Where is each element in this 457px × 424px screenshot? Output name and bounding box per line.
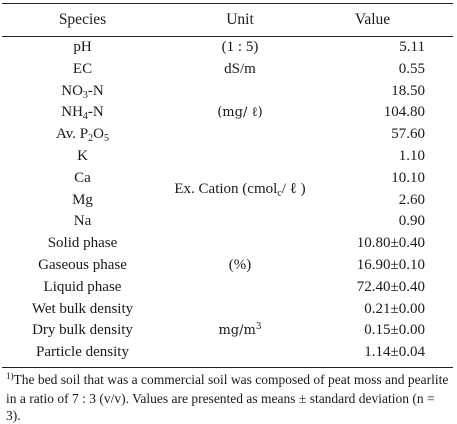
header-species: Species [58, 11, 107, 28]
table-footnote: 1)The bed soil that was a commercial soi… [6, 371, 451, 424]
table-row: K 1.10 [0, 146, 457, 168]
species-subscript: 4 [82, 111, 88, 123]
table-bottom-rule [2, 367, 453, 368]
value-cell: 0.15±0.00 [364, 322, 425, 339]
species-cell: Gaseous phase [38, 257, 127, 273]
table-row: pH (1 : 5) 5.11 [0, 37, 457, 59]
species-cell: Av. P2O5 [0, 124, 165, 146]
value-cell: 10.80±0.40 [356, 235, 425, 252]
value-cell: 18.50 [391, 82, 425, 99]
value-cell: 1.14±0.04 [364, 344, 425, 361]
footnote-marker: 1) [6, 371, 14, 381]
value-cell: 0.90 [398, 213, 425, 230]
value-cell: 1.10 [398, 148, 425, 164]
value-cell: 10.10 [391, 169, 425, 186]
unit-text: Ex. Cation (cmol [174, 180, 278, 197]
header-unit: Unit [226, 11, 254, 28]
table-row: Wet bulk density 0.21±0.00 [0, 299, 457, 321]
species-text: -N [87, 104, 104, 121]
table-header-row: Species Unit Value [0, 7, 457, 33]
footnote-text: The bed soil that was a commercial soil … [6, 372, 449, 423]
species-text: -N [87, 82, 104, 99]
unit-superscript: 3 [255, 322, 262, 333]
unit-nitrogen-group: (mg/ ℓ) [217, 105, 263, 121]
species-subscript: 5 [103, 133, 109, 145]
unit-text: / ℓ ) [281, 180, 306, 197]
table-header-rule [2, 36, 453, 37]
species-cell: Mg [72, 191, 93, 208]
species-cell: NH4-N [0, 102, 165, 124]
unit-subscript: c [277, 187, 282, 199]
species-cell: Na [73, 213, 92, 230]
species-cell: Solid phase [47, 235, 118, 252]
value-cell: 104.80 [383, 104, 425, 121]
unit-density-group: mg/m3 [150, 320, 330, 342]
table-row: Liquid phase 72.40±0.40 [0, 277, 457, 299]
species-cell: Ca [74, 169, 91, 186]
species-text: NH [61, 104, 83, 121]
species-cell: EC [72, 60, 93, 77]
value-cell: 72.40±0.40 [356, 278, 425, 295]
table-row: Solid phase 10.80±0.40 [0, 233, 457, 255]
species-text: NO [61, 82, 83, 99]
unit-cell: dS/m [224, 60, 256, 77]
value-cell: 0.55 [398, 60, 425, 77]
header-value: Value [354, 11, 391, 28]
value-cell: 5.11 [399, 39, 425, 55]
species-text: O [93, 126, 104, 143]
species-cell: Wet bulk density [31, 300, 134, 317]
value-cell: 16.90±0.10 [356, 257, 425, 273]
value-cell: 57.60 [391, 126, 425, 143]
species-cell: NO3-N [0, 81, 165, 103]
species-cell: K [77, 148, 88, 164]
table-row: EC dS/m 0.55 [0, 59, 457, 81]
table-row: Particle density 1.14±0.04 [0, 342, 457, 364]
table-row: Mg 2.60 [0, 190, 457, 212]
table-row: Gaseous phase 16.90±0.10 [0, 255, 457, 277]
value-cell: 2.60 [398, 191, 425, 208]
species-cell: Dry bulk density [32, 322, 133, 339]
species-cell: Particle density [36, 344, 129, 361]
unit-cell: (1 : 5) [221, 39, 259, 55]
table-row: NO3-N 18.50 [0, 81, 457, 103]
value-cell: 0.21±0.00 [364, 300, 425, 317]
table-row: Dry bulk density 0.15±0.00 [0, 320, 457, 342]
table-row: Ca 10.10 [0, 168, 457, 190]
unit-phase-group: (%) [228, 257, 252, 273]
unit-text: mg/m [218, 323, 256, 339]
species-subscript: 3 [82, 89, 88, 101]
species-cell: Liquid phase [43, 278, 122, 295]
table-row: Na 0.90 [0, 211, 457, 233]
species-cell: pH [73, 39, 92, 55]
table-top-rule [2, 3, 453, 4]
unit-cation-group: Ex. Cation (cmolc/ ℓ ) [150, 179, 330, 201]
species-subscript: 2 [88, 133, 94, 145]
table-row: Av. P2O5 57.60 [0, 124, 457, 146]
species-text: Av. P [56, 126, 89, 143]
table-row: NH4-N 104.80 [0, 102, 457, 124]
